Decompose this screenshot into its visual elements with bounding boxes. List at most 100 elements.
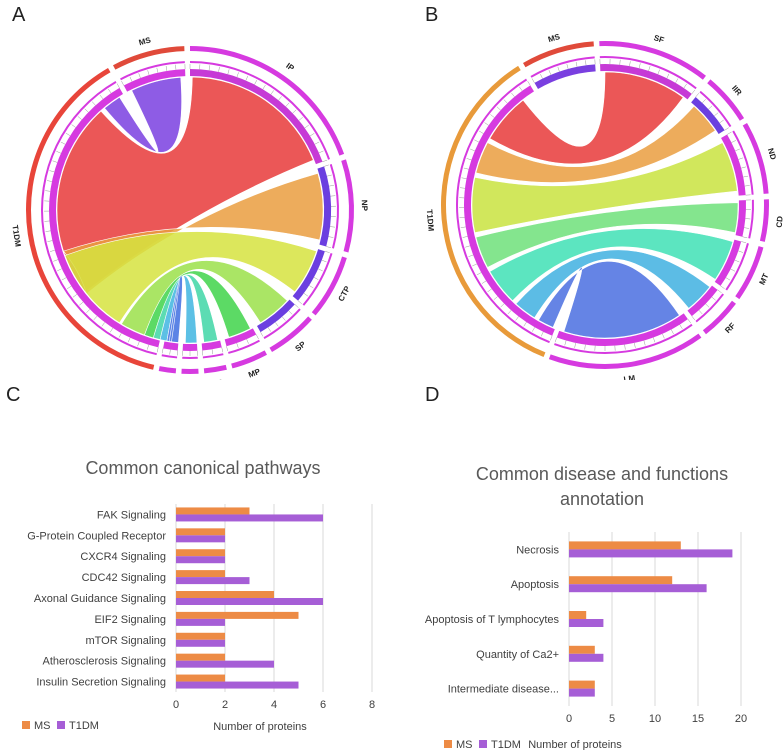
segment-tick	[45, 190, 51, 192]
segment-tick	[468, 254, 474, 257]
segment-tick	[86, 309, 91, 313]
segment-label: SF	[653, 33, 666, 45]
segment-outer-ring	[311, 256, 347, 316]
x-tick-label: 10	[649, 713, 661, 725]
segment-tick	[730, 268, 736, 272]
segment-arc	[257, 299, 295, 333]
segment-tick	[79, 301, 84, 306]
segment-tick	[262, 84, 266, 90]
segment-tick	[666, 73, 670, 79]
category-label: Atherosclerosis Signaling	[42, 656, 166, 668]
segment-arc	[292, 249, 325, 301]
segment-tick	[328, 236, 334, 238]
segment-tick	[255, 334, 259, 340]
segment-tick	[466, 158, 472, 161]
x-tick-label: 2	[222, 699, 228, 711]
segment-label: MT	[758, 272, 771, 286]
segment-tick	[309, 285, 314, 289]
segment-tick	[500, 303, 505, 308]
segment-tick	[742, 236, 748, 239]
segment-tick	[49, 170, 55, 173]
segment-tick	[515, 316, 519, 321]
legend-label-ms: MS	[34, 720, 51, 732]
segment-arc	[600, 64, 692, 100]
segment-tick	[156, 347, 159, 353]
segment-tick	[493, 296, 498, 300]
segment-tick	[741, 241, 747, 244]
bar-chart-canonical-pathways: Common canonical pathways Number of prot…	[22, 458, 375, 733]
segment-tick	[47, 240, 53, 242]
segment-ring	[302, 252, 333, 306]
segment-arc	[714, 239, 742, 286]
segment-tick	[288, 310, 293, 315]
bar-t1dm	[569, 619, 604, 627]
panel-label-c: C	[6, 384, 21, 406]
segment-tick	[91, 101, 96, 106]
bar-t1dm	[176, 618, 225, 626]
segment-tick	[303, 293, 309, 297]
bar-ms	[176, 653, 225, 661]
segment-tick	[557, 66, 560, 72]
segment-tick	[275, 322, 279, 327]
bar-ms	[176, 632, 225, 640]
segment-outer-ring	[181, 368, 199, 374]
segment-tick	[550, 335, 553, 341]
segment-tick	[643, 340, 646, 346]
segment-tick	[743, 175, 749, 178]
segment-tick	[725, 277, 731, 281]
segment-arc	[201, 340, 222, 351]
segment-tick	[109, 327, 114, 333]
chart-d-xlabel: Number of proteins	[528, 739, 622, 750]
segment-tick	[702, 99, 706, 104]
category-label: Apoptosis	[511, 579, 560, 591]
segment-tick	[738, 250, 744, 253]
segment-tick	[66, 285, 72, 290]
segment-tick	[254, 80, 258, 85]
segment-label: CTP	[336, 284, 352, 303]
segment-tick	[278, 96, 282, 101]
segment-tick	[57, 268, 62, 272]
segment-tick	[156, 67, 159, 73]
segment-tick	[318, 150, 324, 154]
chord-diagram-b: MS SF IIR ND CD MT RF LM T1DM	[425, 32, 783, 380]
segment-ring	[182, 356, 198, 359]
segment-tick	[314, 141, 320, 145]
x-tick-label: 6	[320, 699, 326, 711]
segment-tick	[540, 73, 543, 79]
bar-t1dm	[176, 639, 225, 647]
panel-label-b: B	[425, 4, 439, 26]
segment-tick	[490, 114, 495, 118]
chord-ribbon	[104, 77, 182, 153]
bar-ms	[176, 674, 225, 682]
segment-tick	[564, 340, 567, 346]
segment-tick	[496, 106, 501, 111]
bar-ms	[569, 541, 681, 550]
segment-tick	[318, 268, 323, 272]
segment-tick	[532, 327, 535, 332]
segment-tick	[638, 63, 641, 69]
segment-ring	[695, 293, 724, 323]
segment-tick	[724, 127, 729, 131]
segment-tick	[121, 80, 125, 86]
chart-c-xlabel: Number of proteins	[213, 721, 307, 733]
segment-tick	[519, 86, 523, 91]
segment-tick	[294, 304, 299, 308]
segment-tick	[137, 341, 140, 347]
segment-tick	[470, 148, 475, 152]
segment-outer-ring	[599, 41, 706, 80]
segment-tick	[161, 348, 164, 354]
segment-tick	[147, 70, 150, 76]
category-label: Necrosis	[516, 544, 559, 556]
segment-outer-ring	[742, 123, 769, 194]
segment-tick	[460, 226, 466, 228]
category-label: CDC42 Signaling	[82, 572, 166, 584]
segment-tick	[687, 318, 692, 324]
segment-tick	[487, 288, 492, 293]
segment-tick	[71, 124, 76, 128]
segment-tick	[246, 339, 249, 344]
category-label: mTOR Signaling	[86, 635, 167, 647]
category-label: G-Protein Coupled Receptor	[27, 530, 166, 542]
segment-tick	[118, 333, 122, 338]
bar-t1dm	[569, 549, 733, 558]
segment-tick	[260, 331, 264, 337]
